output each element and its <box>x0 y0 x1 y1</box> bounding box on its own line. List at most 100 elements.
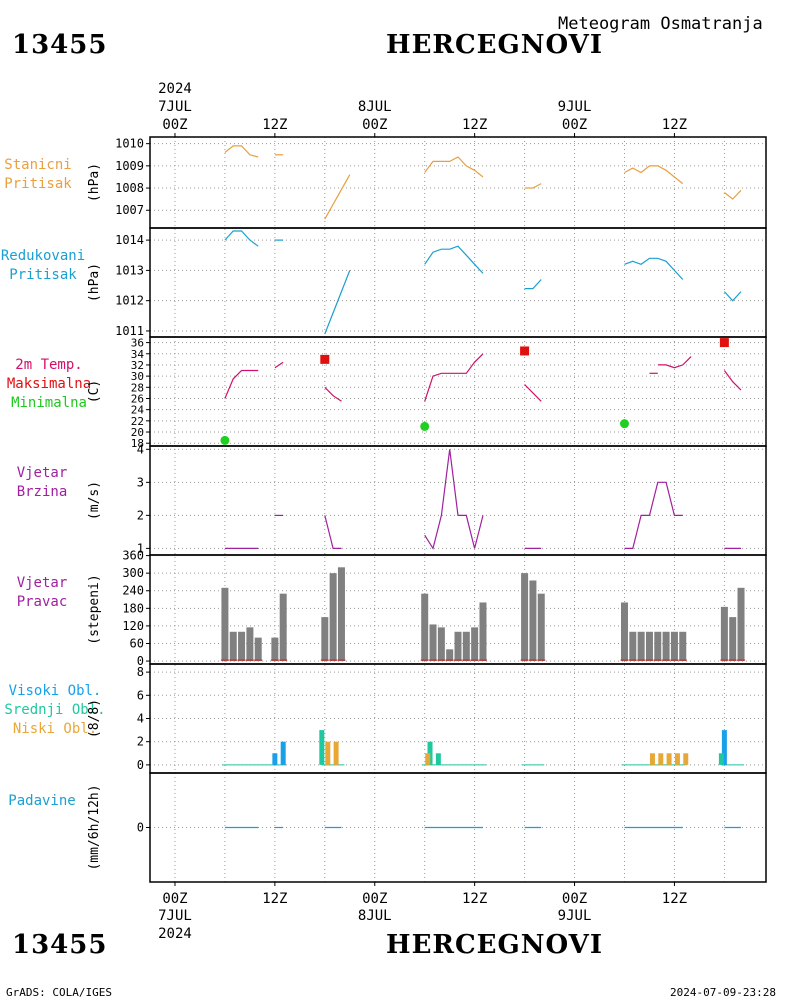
station-name: HERCEGNOVI <box>386 30 603 60</box>
top-time-tick-label: 00Z <box>562 117 587 133</box>
wind-direction-bar <box>229 631 237 662</box>
temperature-line <box>524 384 542 402</box>
y-axis-label: (8/8) <box>87 699 102 738</box>
y-tick-label: 36 <box>131 337 144 350</box>
cloud-bar-low <box>333 741 339 765</box>
wind-direction-bar <box>246 627 254 662</box>
y-tick-label: 1007 <box>115 203 144 217</box>
wind-direction-bar <box>279 593 287 662</box>
y-tick-label: 0 <box>137 758 144 772</box>
y-tick-label: 1 <box>137 541 144 555</box>
y-tick-label: 180 <box>122 601 144 615</box>
y-tick-label: 120 <box>122 619 144 633</box>
panel-frame <box>149 227 767 338</box>
wind-direction-bar <box>271 637 279 662</box>
y-axis-label: (m/s) <box>87 481 102 520</box>
max-temp-marker <box>320 354 330 364</box>
chart-subtitle: Meteogram Osmatranja <box>558 14 763 34</box>
panel-frame <box>149 445 767 556</box>
mslp-line <box>224 230 259 247</box>
wind-direction-bar <box>662 631 670 662</box>
wind-direction-bar <box>437 627 445 662</box>
windspeed-title-line1: Vjetar <box>16 465 68 481</box>
wind-direction-bar <box>645 631 653 662</box>
wind-direction-bar <box>521 573 529 662</box>
station-id: 13455 <box>12 30 108 60</box>
y-tick-label: 30 <box>131 370 144 383</box>
pressure-line <box>624 165 684 185</box>
temperature-line <box>324 386 342 402</box>
bottom-day-label: 8JUL <box>358 908 392 924</box>
y-tick-label: 6 <box>137 688 144 702</box>
top-day-label: 7JUL <box>158 99 192 115</box>
pressure-line <box>724 189 742 200</box>
mslp-line <box>324 270 351 335</box>
temp-title: 2m Temp. Maksimalna Minimalna <box>0 356 98 413</box>
cloud-bar-mid <box>435 753 441 765</box>
cloud-bar-low <box>649 753 655 765</box>
pressure-line <box>224 145 259 158</box>
wind-direction-bar <box>654 631 662 662</box>
y-tick-label: 360 <box>122 549 144 563</box>
clouds-title-high: Visoki Obl. <box>8 683 102 699</box>
y-tick-label: 26 <box>131 392 144 405</box>
y-tick-label: 2 <box>137 508 144 522</box>
wind-direction-bar <box>637 631 645 662</box>
pressure-title-line2: Pritisak <box>4 176 72 192</box>
y-tick-label: 32 <box>131 359 144 372</box>
cloud-bar-low <box>683 753 689 765</box>
y-tick-label: 300 <box>122 566 144 580</box>
y-tick-label: 1013 <box>115 263 144 277</box>
wind-direction-bar <box>479 602 487 662</box>
bottom-time-tick-label: 00Z <box>362 891 387 907</box>
grads-credit: GrADS: COLA/IGES <box>6 986 112 999</box>
precip-title: Padavine <box>8 793 76 809</box>
y-tick-label: 1014 <box>115 233 144 247</box>
y-tick-label: 4 <box>137 712 144 726</box>
max-temp-marker <box>520 346 530 356</box>
pressure-line <box>424 156 484 178</box>
y-axis-label: (stepeni) <box>87 574 102 644</box>
wind-direction-bar <box>720 606 728 662</box>
footer-station-name: HERCEGNOVI <box>386 930 603 960</box>
panel-frame <box>149 136 767 229</box>
y-tick-label: 2 <box>137 735 144 749</box>
mslp-line <box>524 279 542 290</box>
clouds-title: Visoki Obl. Srednji Obl. Niski Obl. <box>0 682 110 739</box>
wind-direction-bar <box>529 580 537 662</box>
min-temp-marker <box>619 419 629 429</box>
y-axis-label: (C) <box>87 380 102 403</box>
y-tick-label: 1010 <box>115 137 144 151</box>
cloud-bar-mid <box>319 730 325 765</box>
cloud-bar-low <box>658 753 664 765</box>
cloud-bar-low <box>425 753 431 765</box>
y-tick-label: 20 <box>131 426 144 439</box>
top-time-tick-label: 00Z <box>162 117 187 133</box>
y-tick-label: 240 <box>122 584 144 598</box>
wind-direction-bar <box>737 587 745 662</box>
y-axis-label: (mm/6h/12h) <box>87 784 102 870</box>
wind-direction-bar <box>537 593 545 662</box>
top-time-tick-label: 12Z <box>462 117 487 133</box>
wind-direction-bar <box>670 631 678 662</box>
mslp-line <box>723 291 742 302</box>
render-timestamp: 2024-07-09-23:28 <box>670 986 776 999</box>
winddir-title-line2: Pravac <box>16 594 68 610</box>
wind-direction-bar <box>679 631 687 662</box>
cloud-bar-low <box>674 753 680 765</box>
y-tick-label: 34 <box>131 348 145 361</box>
temperature-line <box>424 353 484 402</box>
y-tick-label: 60 <box>130 636 144 650</box>
temperature-line <box>224 369 259 399</box>
panel-frame <box>149 772 767 883</box>
bottom-day-label: 7JUL <box>158 908 192 924</box>
y-tick-label: 28 <box>131 381 144 394</box>
wind_speed-line <box>624 481 683 550</box>
temp-title-line1: 2m Temp. <box>15 357 83 373</box>
top-time-tick-label: 00Z <box>362 117 387 133</box>
bottom-time-tick-label: 00Z <box>562 891 587 907</box>
temperature-line <box>274 361 284 369</box>
y-tick-label: 18 <box>131 437 144 450</box>
wind-direction-bar <box>238 631 246 662</box>
min-temp-marker <box>420 421 430 431</box>
